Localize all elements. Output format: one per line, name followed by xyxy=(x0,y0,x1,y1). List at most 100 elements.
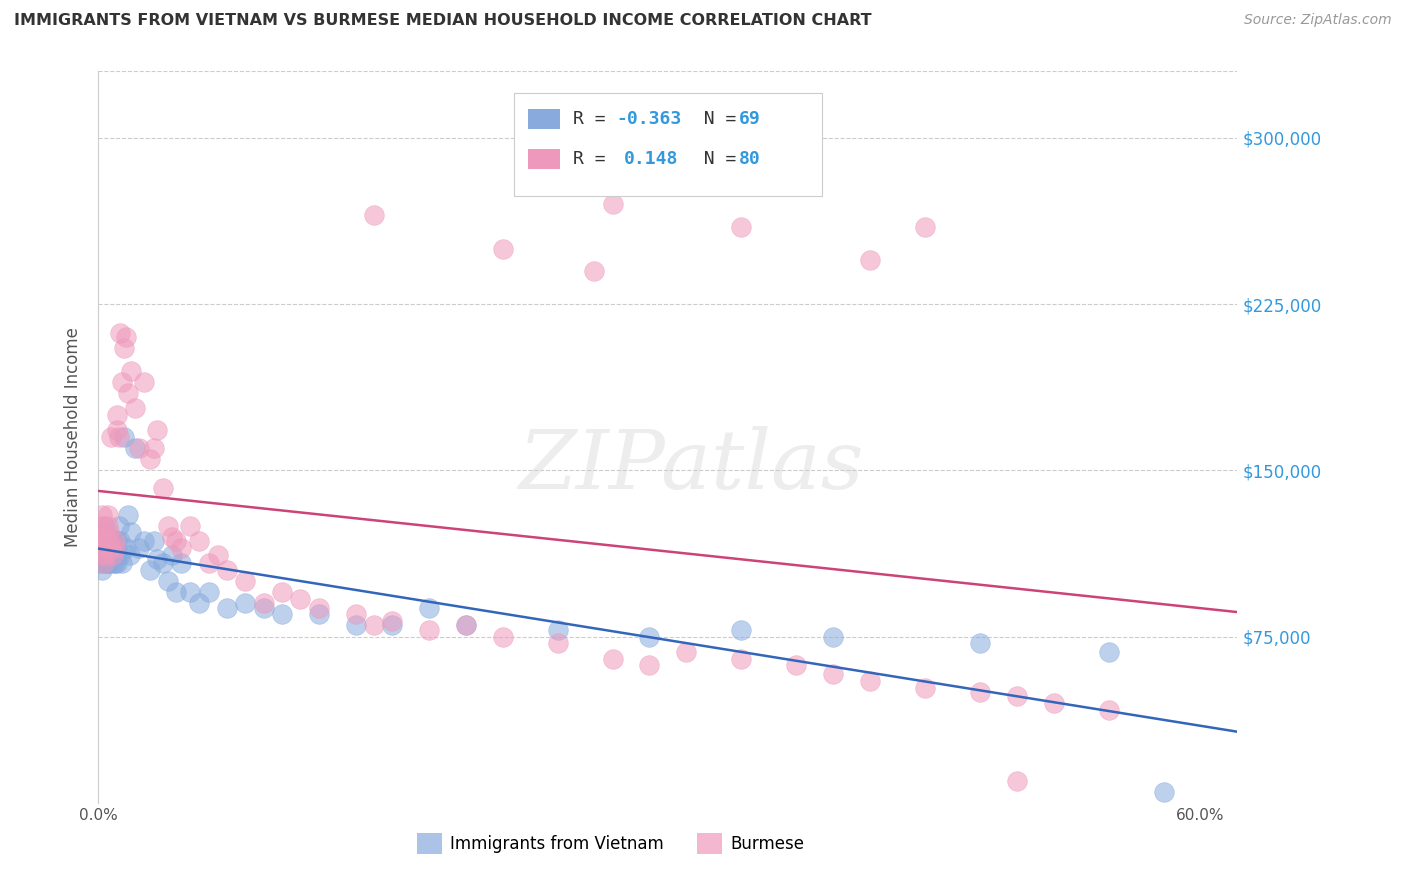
Point xyxy=(105,424,128,438)
Point xyxy=(98,541,121,555)
Point xyxy=(93,541,115,555)
Point xyxy=(91,548,114,562)
Point xyxy=(97,548,120,562)
Point xyxy=(454,618,477,632)
Point xyxy=(823,667,845,681)
Point xyxy=(94,557,117,571)
Point xyxy=(215,563,238,577)
Y-axis label: Median Household Income: Median Household Income xyxy=(65,327,83,547)
Point xyxy=(100,548,122,562)
Point xyxy=(547,623,569,637)
Point xyxy=(112,342,135,356)
Point xyxy=(93,525,115,540)
Text: N =: N = xyxy=(682,110,747,128)
FancyBboxPatch shape xyxy=(527,109,560,129)
Point xyxy=(94,548,117,562)
Point xyxy=(97,541,120,555)
Point xyxy=(110,326,132,340)
Point xyxy=(602,197,624,211)
Point xyxy=(142,441,165,455)
Point xyxy=(271,585,294,599)
Text: 0.148: 0.148 xyxy=(623,150,678,168)
Point xyxy=(491,630,513,644)
Point xyxy=(859,673,882,688)
Point xyxy=(91,534,114,549)
Point xyxy=(101,534,124,549)
Legend: Immigrants from Vietnam, Burmese: Immigrants from Vietnam, Burmese xyxy=(411,827,811,860)
Text: -0.363: -0.363 xyxy=(617,110,682,128)
Point xyxy=(969,685,991,699)
Text: ZIPatlas: ZIPatlas xyxy=(517,426,863,507)
Text: N =: N = xyxy=(682,150,747,168)
Point xyxy=(89,530,111,544)
Point xyxy=(101,557,124,571)
Point xyxy=(91,508,114,522)
Point xyxy=(115,541,138,555)
Point xyxy=(98,534,121,549)
Point xyxy=(969,636,991,650)
Point xyxy=(418,600,440,615)
Point xyxy=(675,175,697,189)
Point xyxy=(124,401,146,416)
Point xyxy=(94,530,117,544)
Point xyxy=(1005,773,1028,788)
Point xyxy=(859,252,882,267)
Point xyxy=(111,375,134,389)
Point xyxy=(730,219,752,234)
Point xyxy=(165,585,187,599)
Point xyxy=(253,600,276,615)
Point xyxy=(197,585,219,599)
Point xyxy=(128,441,150,455)
Point xyxy=(91,548,114,562)
Text: R =: R = xyxy=(574,150,627,168)
Point xyxy=(89,557,111,571)
Point xyxy=(308,607,330,622)
Point xyxy=(124,441,146,455)
Point xyxy=(105,557,128,571)
Point xyxy=(128,541,150,555)
Point xyxy=(146,552,169,566)
Text: Source: ZipAtlas.com: Source: ZipAtlas.com xyxy=(1244,13,1392,28)
Point xyxy=(146,424,169,438)
Point xyxy=(454,618,477,632)
Point xyxy=(363,209,385,223)
Point xyxy=(139,563,162,577)
Point xyxy=(104,541,127,555)
Point xyxy=(491,242,513,256)
Point xyxy=(89,518,111,533)
Point xyxy=(142,534,165,549)
Point xyxy=(94,534,117,549)
Point xyxy=(914,219,936,234)
Point xyxy=(170,557,193,571)
Point xyxy=(602,651,624,665)
Point xyxy=(179,518,201,533)
Point xyxy=(100,541,122,555)
Point xyxy=(157,574,180,589)
FancyBboxPatch shape xyxy=(515,94,821,195)
Point xyxy=(89,541,111,555)
Point xyxy=(93,557,115,571)
Point xyxy=(105,548,128,562)
Point xyxy=(1098,703,1121,717)
Point xyxy=(675,645,697,659)
Point xyxy=(93,518,115,533)
Text: 80: 80 xyxy=(738,150,761,168)
Point xyxy=(152,557,174,571)
Point xyxy=(91,563,114,577)
Point xyxy=(638,658,661,673)
Point xyxy=(207,548,229,562)
Point xyxy=(290,591,312,606)
Point xyxy=(638,630,661,644)
Point xyxy=(583,264,606,278)
Point xyxy=(107,518,129,533)
Point xyxy=(89,530,111,544)
Point xyxy=(914,681,936,695)
Point xyxy=(105,408,128,422)
Point xyxy=(89,541,111,555)
Point xyxy=(418,623,440,637)
Point xyxy=(98,530,121,544)
Point xyxy=(170,541,193,555)
Point xyxy=(110,534,132,549)
Point xyxy=(93,541,115,555)
Point xyxy=(111,557,134,571)
